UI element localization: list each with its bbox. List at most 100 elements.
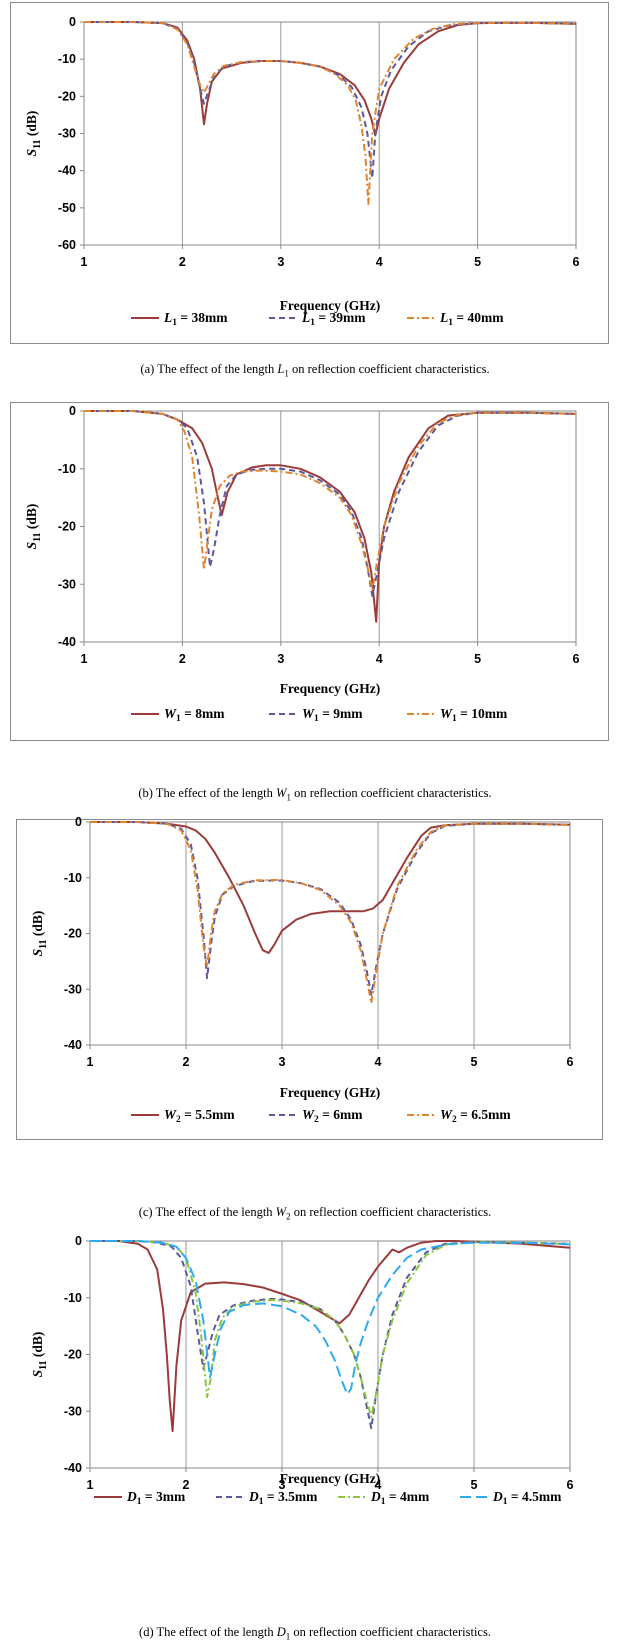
- legend-symbol-c-2: W: [440, 1107, 453, 1122]
- y-tick-label-c--10: -10: [64, 871, 82, 885]
- caption-a-sub: 1: [284, 368, 289, 379]
- legend-sub-d-0: 1: [137, 1497, 142, 1507]
- legend-label-d-1: D1 = 3.5mm: [248, 1489, 318, 1507]
- legend-value-b-0: = 8mm: [181, 706, 225, 721]
- y-tick-label-c-0: 0: [75, 815, 82, 829]
- legend-symbol-d-0: D: [126, 1489, 137, 1504]
- caption-c-prefix: (c) The effect of the length: [138, 1205, 276, 1219]
- legend-sub-b-1: 1: [314, 714, 319, 724]
- legend-sub-a-1: 1: [310, 318, 315, 328]
- x-tick-label-c-1: 1: [87, 1055, 94, 1069]
- legend-sub-d-2: 1: [381, 1497, 386, 1507]
- chart-frame-b: [10, 402, 609, 741]
- x-tick-label-c-2: 2: [183, 1055, 190, 1069]
- y-tick-label-b--10: -10: [58, 462, 76, 476]
- series-line-c-0: [90, 821, 571, 954]
- x-tick-label-d-5: 5: [471, 1478, 478, 1492]
- x-axis-label-d: Frequency (GHz): [280, 1471, 381, 1486]
- legend-symbol-d-3: D: [492, 1489, 503, 1504]
- legend-sub-c-0: 2: [176, 1115, 181, 1125]
- x-tick-label-b-6: 6: [573, 652, 580, 666]
- chart-frame-a: [10, 2, 609, 344]
- legend-value-b-2: = 10mm: [457, 706, 508, 721]
- x-axis-label-c: Frequency (GHz): [280, 1085, 381, 1100]
- y-tick-label-b--20: -20: [58, 520, 76, 534]
- x-tick-label-c-3: 3: [279, 1055, 286, 1069]
- x-tick-label-b-1: 1: [81, 652, 88, 666]
- legend-label-b-2: W1 = 10mm: [440, 706, 508, 724]
- caption-d: (d) The effect of the length D1 on refle…: [0, 1625, 630, 1642]
- series-line-d-2: [90, 1240, 571, 1418]
- legend-value-d-3: = 4.5mm: [508, 1489, 563, 1504]
- y-tick-label-a--10: -10: [58, 52, 76, 66]
- caption-c-symbol: W: [275, 1205, 287, 1219]
- y-tick-label-a--50: -50: [58, 201, 76, 215]
- y-axis-label-main-c: S: [30, 949, 45, 957]
- legend-symbol-d-2: D: [370, 1489, 381, 1504]
- chart-panel-c: 0 -10 -20 -30 -40 1 2 3 4 5 6 Frequency (GHz) S11 (d…: [0, 815, 630, 1222]
- x-tick-label-b-3: 3: [277, 652, 284, 666]
- legend-label-c-0: W2 = 5.5mm: [164, 1107, 235, 1125]
- legend-label-c-2: W2 = 6.5mm: [440, 1107, 511, 1125]
- y-tick-label-a--40: -40: [58, 164, 76, 178]
- y-tick-label-b--30: -30: [58, 577, 76, 591]
- caption-c-sub: 2: [286, 1211, 291, 1222]
- y-tick-label-b--40: -40: [58, 635, 76, 649]
- x-tick-label-d-1: 1: [87, 1478, 94, 1492]
- x-tick-label-d-4: 4: [375, 1478, 382, 1492]
- x-tick-label-d-2: 2: [183, 1478, 190, 1492]
- x-tick-label-d-6: 6: [567, 1478, 574, 1492]
- x-tick-label-d-3: 3: [279, 1478, 286, 1492]
- caption-d-suffix: on reflection coefficient characteristic…: [290, 1625, 491, 1639]
- x-tick-label-b-2: 2: [179, 652, 186, 666]
- y-tick-label-a-0: 0: [69, 15, 76, 29]
- y-tick-label-c--30: -30: [64, 982, 82, 996]
- legend-sub-a-2: 1: [448, 318, 453, 328]
- series-line-c-2: [90, 821, 571, 1005]
- y-axis-label-main-a: S: [24, 149, 39, 157]
- legend-symbol-a-1: L: [301, 310, 310, 325]
- legend-label-b-0: W1 = 8mm: [164, 706, 225, 724]
- caption-d-symbol: D: [276, 1625, 286, 1639]
- legend-symbol-a-2: L: [439, 310, 448, 325]
- y-axis-label-unit-c: (dB): [30, 911, 45, 940]
- x-tick-label-a-3: 3: [277, 255, 284, 269]
- y-axis-label-sub-d: 11: [38, 1360, 49, 1369]
- y-tick-label-d--40: -40: [64, 1461, 82, 1475]
- series-line-b-0: [84, 410, 577, 623]
- y-tick-label-d--20: -20: [64, 1348, 82, 1362]
- legend-sub-d-3: 1: [503, 1497, 508, 1507]
- chart-c: 0 -10 -20 -30 -40 1 2 3 4 5 6 Frequency (GHz) S11 (d…: [16, 815, 603, 1140]
- legend-sub-b-2: 1: [452, 714, 457, 724]
- caption-d-prefix: (d) The effect of the length: [139, 1625, 277, 1639]
- series-line-b-2: [84, 410, 577, 591]
- x-tick-label-b-5: 5: [474, 652, 481, 666]
- y-tick-label-b-0: 0: [69, 404, 76, 418]
- y-tick-label-c--20: -20: [64, 927, 82, 941]
- legend-label-a-1: L1 = 39mm: [301, 310, 366, 328]
- y-axis-label-sub-a: 11: [32, 139, 43, 148]
- legend-label-d-0: D1 = 3mm: [126, 1489, 186, 1507]
- series-line-b-1: [84, 410, 577, 597]
- x-tick-label-a-5: 5: [474, 255, 481, 269]
- x-tick-label-c-5: 5: [471, 1055, 478, 1069]
- caption-a-symbol: L: [277, 362, 285, 376]
- x-tick-label-c-6: 6: [567, 1055, 574, 1069]
- y-tick-label-c--40: -40: [64, 1038, 82, 1052]
- y-axis-label-main-d: S: [30, 1370, 45, 1378]
- y-axis-label-main-b: S: [24, 542, 39, 550]
- chart-panel-d: 0 -10 -20 -30 -40 1 2 3 4 5 6 Frequency (GHz) S11 (d…: [0, 1234, 630, 1642]
- y-tick-label-d--10: -10: [64, 1291, 82, 1305]
- legend-symbol-c-0: W: [164, 1107, 177, 1122]
- chart-a: 0 -10 -20 -30 -40 -50 -60 1 2 3 4 5 6 Frequency (GHz)…: [10, 2, 609, 344]
- x-tick-label-b-4: 4: [376, 652, 383, 666]
- legend-sub-c-2: 2: [452, 1115, 457, 1125]
- legend-symbol-b-0: W: [164, 706, 177, 721]
- caption-b: (b) The effect of the length W1 on refle…: [0, 786, 630, 803]
- y-tick-label-d--30: -30: [64, 1404, 82, 1418]
- legend-sub-c-1: 2: [314, 1115, 319, 1125]
- y-axis-label-sub-c: 11: [38, 939, 49, 948]
- legend-symbol-a-0: L: [163, 310, 172, 325]
- legend-label-c-1: W2 = 6mm: [302, 1107, 363, 1125]
